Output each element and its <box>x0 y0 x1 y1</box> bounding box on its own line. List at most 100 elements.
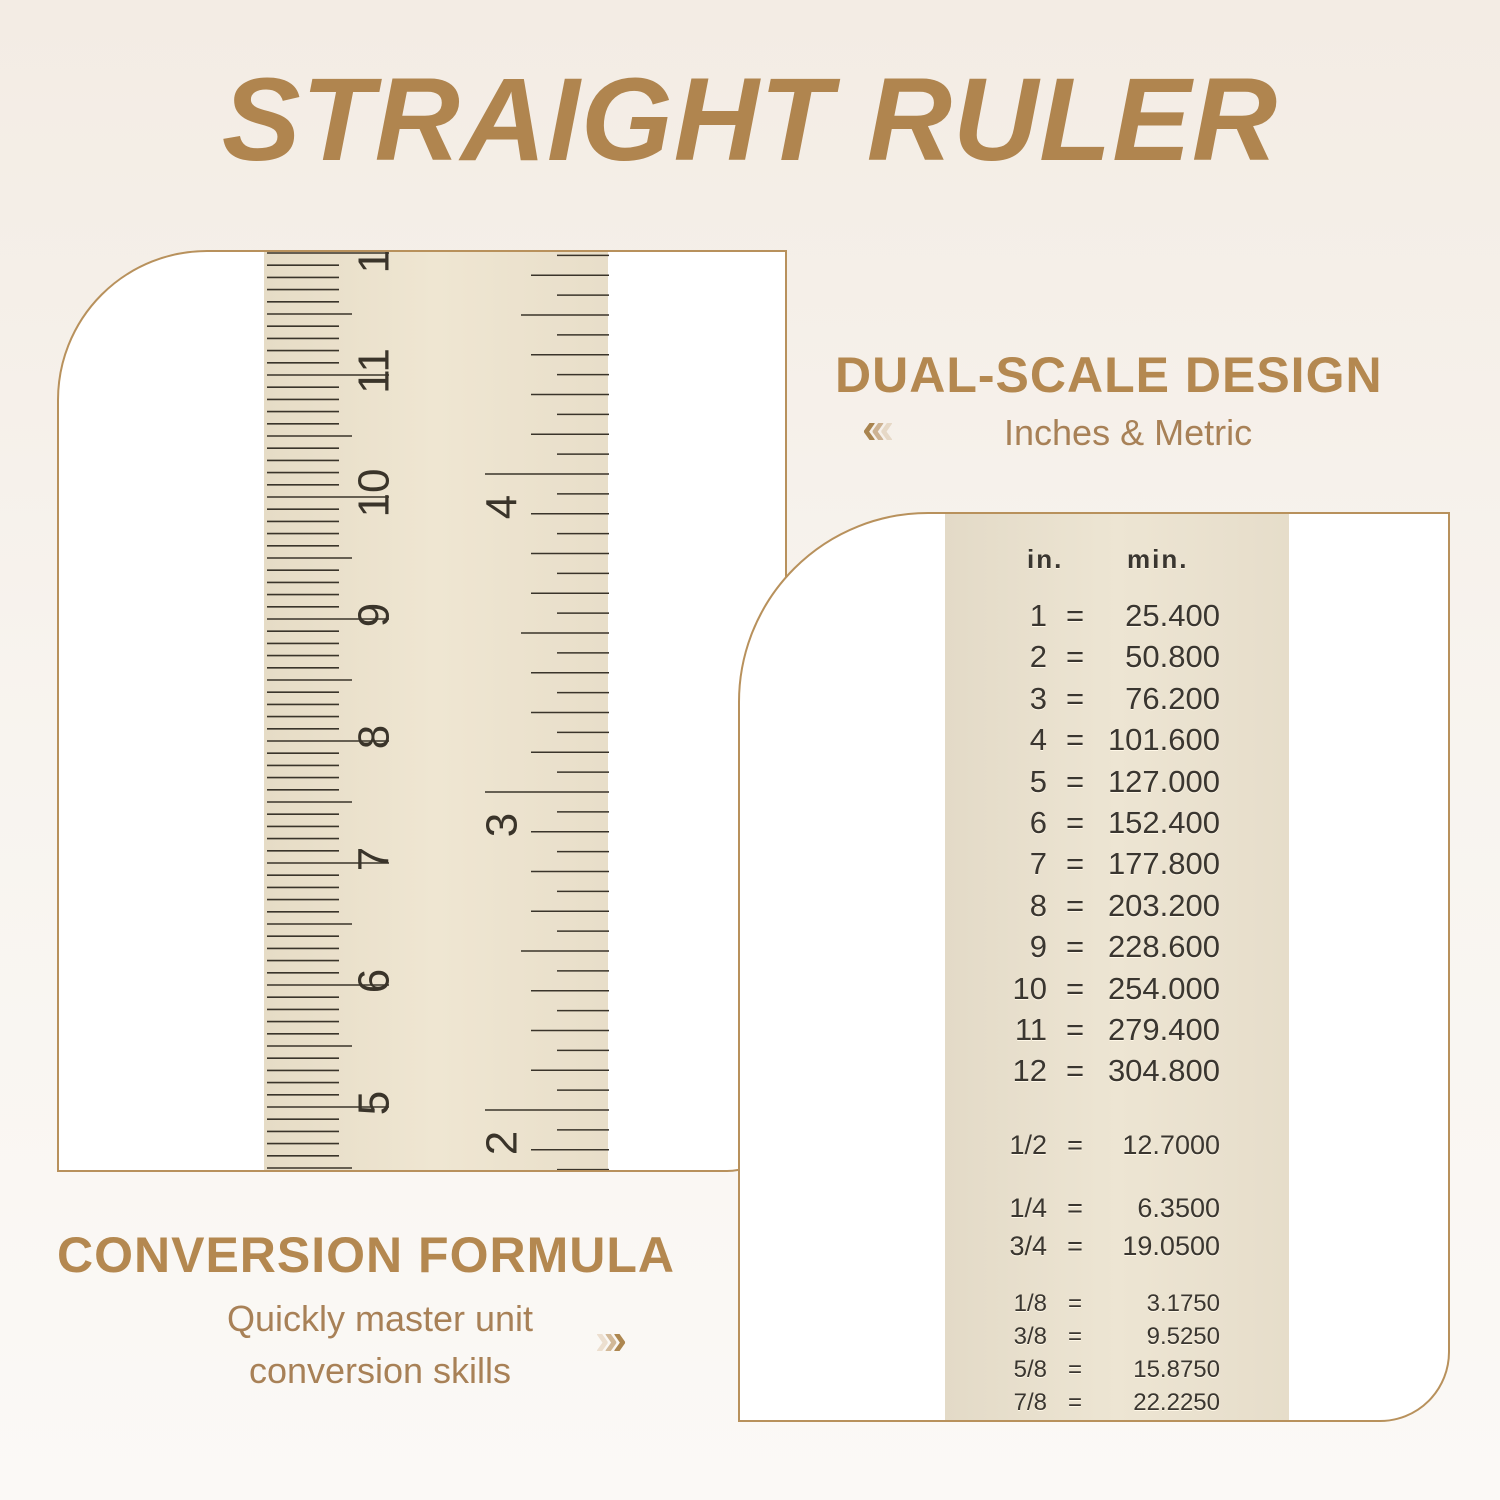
inch-value: 7/8 <box>1013 1389 1047 1416</box>
inch-value: 10 <box>1012 970 1047 1006</box>
mm-value: 254.000 <box>1107 970 1220 1006</box>
cm-label: 10 <box>350 469 399 518</box>
mm-value: 22.2250 <box>1133 1389 1220 1416</box>
whole-inch-rows: 1 = 25.400 2 = 50.800 3 = 76.200 4 = 101.600 5 = 127.0… <box>945 595 1289 1092</box>
equals-sign: = <box>1065 1053 1085 1089</box>
inch-value: 9 <box>1029 929 1047 965</box>
conversion-table-panel: in. min. 1 = 25.400 2 = 50.800 3 = 76.200 4 = 101.6… <box>738 512 1450 1422</box>
equals-sign: = <box>1065 970 1085 1006</box>
dual-scale-heading: DUAL-SCALE DESIGN <box>835 347 1383 403</box>
equals-sign: = <box>1067 1231 1083 1261</box>
page-title: STRAIGHT RULER <box>221 54 1279 186</box>
conversion-row: 11 = 279.400 <box>945 1009 1289 1050</box>
inch-value: 1/2 <box>1009 1130 1047 1160</box>
mm-value: 228.600 <box>1107 929 1220 965</box>
conversion-row: 1/2 = 12.7000 <box>945 1126 1289 1164</box>
equals-sign: = <box>1067 1389 1082 1416</box>
conversion-heading: CONVERSION FORMULA <box>57 1227 675 1283</box>
mm-value: 152.400 <box>1107 804 1220 840</box>
inch-value: 11 <box>1014 1011 1047 1047</box>
equals-sign: = <box>1065 722 1085 758</box>
inch-value: 5 <box>1029 763 1047 799</box>
mm-value: 25.400 <box>1125 598 1220 633</box>
mm-value: 19.0500 <box>1122 1231 1220 1261</box>
inch-value: 1/8 <box>1013 1290 1047 1317</box>
eighth-inch-rows: 1/8 = 3.1750 3/8 = 9.5250 5/8 = 15.8750 7/8 = 22.22… <box>945 1287 1289 1419</box>
conversion-row: 1/8 = 3.1750 <box>945 1287 1289 1320</box>
mm-value: 12.7000 <box>1122 1130 1220 1160</box>
inch-value: 2 <box>1029 639 1047 675</box>
mm-value: 76.200 <box>1125 680 1220 716</box>
inch-value: 5/8 <box>1013 1356 1047 1383</box>
conversion-row: 4 = 101.600 <box>945 719 1289 760</box>
mm-value: 50.800 <box>1125 639 1220 675</box>
equals-sign: = <box>1065 846 1085 882</box>
equals-sign: = <box>1065 763 1085 799</box>
conversion-subtitle-line1: Quickly master unit <box>226 1298 534 1339</box>
equals-sign: = <box>1067 1290 1082 1317</box>
equals-sign: = <box>1065 929 1085 965</box>
equals-sign: = <box>1065 639 1085 675</box>
mm-value: 304.800 <box>1107 1053 1220 1089</box>
conversion-row: 6 = 152.400 <box>945 802 1289 843</box>
conversion-row: 3 = 76.200 <box>945 678 1289 719</box>
cm-label: 11 <box>350 348 399 394</box>
chevrons-right-icon: ››› <box>595 1315 627 1364</box>
mm-value: 3.1750 <box>1146 1290 1220 1317</box>
inch-label: 3 <box>478 813 527 837</box>
inch-label: 2 <box>478 1131 527 1155</box>
ruler-scale: 5 6 7 8 9 10 11 12 2 3 4 <box>267 252 609 1170</box>
conversion-strip: in. min. 1 = 25.400 2 = 50.800 3 = 76.200 4 = 101.6… <box>945 514 1289 1420</box>
ruler-scale-panel: 5 6 7 8 9 10 11 12 2 3 4 <box>57 250 787 1172</box>
inch-value: 3 <box>1029 680 1047 716</box>
conversion-row: 5/8 = 15.8750 <box>945 1353 1289 1386</box>
conversion-subtitle-line2: conversion skills <box>248 1350 512 1391</box>
ruler-strip <box>264 252 608 1170</box>
inch-value: 6 <box>1029 804 1047 840</box>
conversion-row: 7 = 177.800 <box>945 843 1289 884</box>
chevrons-left-icon: ‹‹‹ <box>862 404 894 453</box>
cm-label: 12 <box>350 252 399 273</box>
equals-sign: = <box>1067 1130 1083 1160</box>
conversion-row: 5 = 127.000 <box>945 761 1289 802</box>
cm-label: 7 <box>350 847 399 871</box>
cm-label: 5 <box>350 1091 399 1115</box>
inch-label: 4 <box>478 495 527 519</box>
mm-value: 6.3500 <box>1137 1193 1220 1223</box>
conversion-row: 2 = 50.800 <box>945 636 1289 677</box>
inch-value: 7 <box>1029 846 1047 882</box>
quarter-inch-rows: 1/4 = 6.3500 3/4 = 19.0500 <box>945 1189 1289 1265</box>
mm-value: 15.8750 <box>1133 1356 1220 1383</box>
cm-label: 8 <box>350 725 399 749</box>
equals-sign: = <box>1067 1356 1082 1383</box>
mm-value: 177.800 <box>1107 846 1220 882</box>
equals-sign: = <box>1067 1193 1083 1223</box>
inch-value: 3/4 <box>1009 1231 1047 1261</box>
mm-value: 9.5250 <box>1146 1323 1220 1350</box>
inch-value: 1 <box>1029 598 1047 633</box>
cm-label: 6 <box>350 969 399 993</box>
equals-sign: = <box>1065 598 1085 633</box>
equals-sign: = <box>1065 680 1085 716</box>
conversion-row: 3/4 = 19.0500 <box>945 1227 1289 1265</box>
conversion-row: 1/4 = 6.3500 <box>945 1189 1289 1227</box>
mm-value: 101.600 <box>1107 722 1220 758</box>
mm-value: 127.000 <box>1107 763 1220 799</box>
header-in: in. <box>1027 544 1064 574</box>
header-mm: min. <box>1127 544 1189 574</box>
conversion-row: 3/8 = 9.5250 <box>945 1320 1289 1353</box>
equals-sign: = <box>1065 1011 1085 1047</box>
inch-value: 1/4 <box>1009 1193 1047 1223</box>
conversion-row: 8 = 203.200 <box>945 885 1289 926</box>
inch-value: 3/8 <box>1013 1323 1047 1350</box>
conversion-row: 9 = 228.600 <box>945 926 1289 967</box>
equals-sign: = <box>1065 804 1085 840</box>
conversion-row: 7/8 = 22.2250 <box>945 1386 1289 1419</box>
inch-value: 12 <box>1012 1053 1047 1089</box>
conversion-row: 12 = 304.800 <box>945 1050 1289 1091</box>
inch-value: 4 <box>1029 722 1047 758</box>
conversion-row: 10 = 254.000 <box>945 968 1289 1009</box>
equals-sign: = <box>1065 887 1085 923</box>
equals-sign: = <box>1067 1323 1082 1350</box>
half-inch-rows: 1/2 = 12.7000 <box>945 1126 1289 1164</box>
